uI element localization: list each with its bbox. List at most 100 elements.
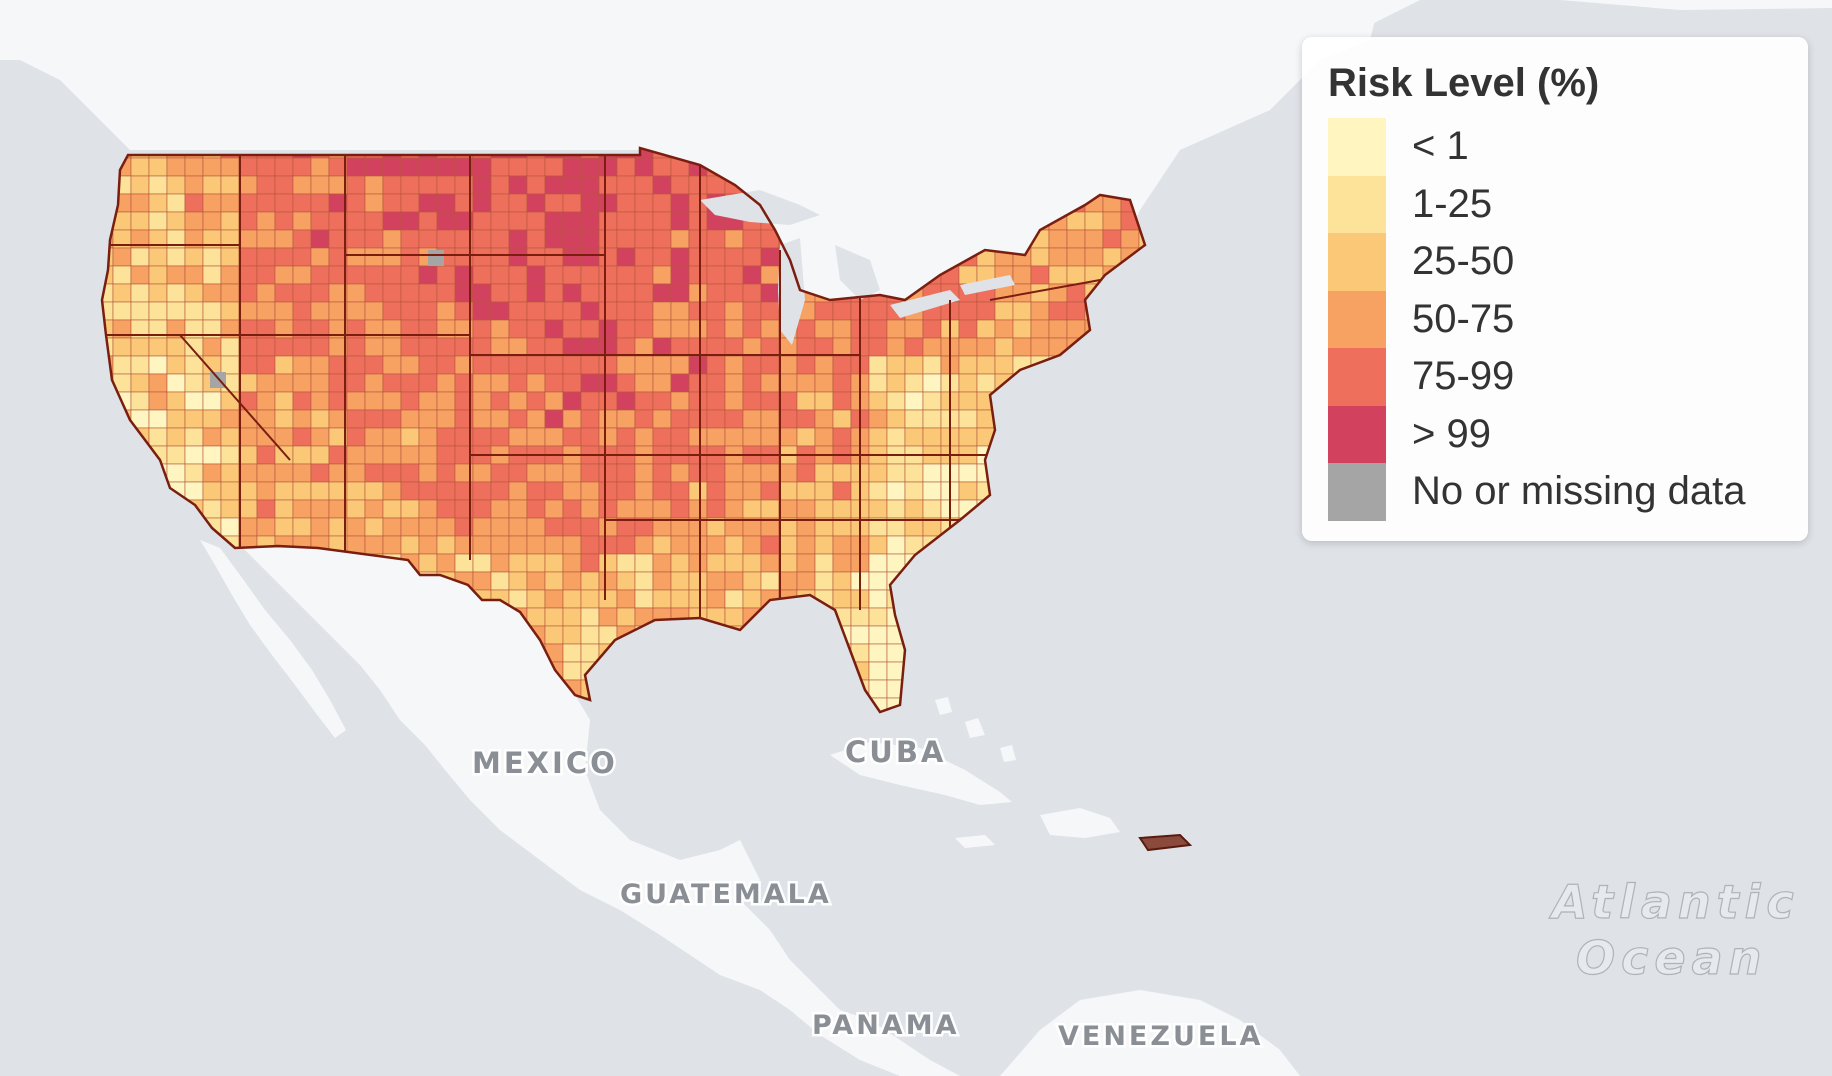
county-cell xyxy=(220,391,240,411)
county-cell xyxy=(958,409,978,429)
county-cell xyxy=(742,409,762,429)
county-cell xyxy=(382,157,402,177)
county-cell xyxy=(418,355,438,375)
county-cell xyxy=(616,571,636,591)
county-cell xyxy=(814,337,834,357)
county-cell xyxy=(382,265,402,285)
county-cell xyxy=(526,481,546,501)
county-cell xyxy=(274,445,294,465)
county-cell xyxy=(652,463,672,483)
county-cell xyxy=(508,535,528,555)
county-cell xyxy=(256,427,276,447)
county-cell xyxy=(382,445,402,465)
legend-row: 1-25 xyxy=(1328,175,1782,233)
county-cell xyxy=(148,175,168,195)
county-cell xyxy=(742,229,762,249)
county-cell xyxy=(976,355,996,375)
county-cell xyxy=(490,283,510,303)
county-cell xyxy=(472,265,492,285)
county-cell xyxy=(130,355,150,375)
county-cell xyxy=(580,229,600,249)
county-cell xyxy=(706,373,726,393)
county-cell xyxy=(958,481,978,501)
county-cell xyxy=(238,499,258,519)
county-cell xyxy=(220,175,240,195)
county-cell xyxy=(814,427,834,447)
county-cell xyxy=(796,355,816,375)
county-cell xyxy=(490,463,510,483)
county-cell xyxy=(670,229,690,249)
county-cell xyxy=(490,265,510,285)
county-cell xyxy=(1102,247,1122,267)
county-cell xyxy=(580,571,600,591)
county-cell xyxy=(382,391,402,411)
county-cell xyxy=(562,301,582,321)
county-cell xyxy=(364,337,384,357)
county-cell xyxy=(166,427,186,447)
county-cell xyxy=(832,355,852,375)
county-cell xyxy=(760,391,780,411)
county-cell xyxy=(400,517,420,537)
county-cell xyxy=(742,301,762,321)
county-cell xyxy=(508,337,528,357)
county-cell xyxy=(598,193,618,213)
county-cell xyxy=(256,463,276,483)
county-cell xyxy=(364,211,384,231)
county-cell xyxy=(904,355,924,375)
county-cell xyxy=(562,535,582,555)
county-cell xyxy=(508,247,528,267)
county-cell xyxy=(616,247,636,267)
county-cell xyxy=(526,301,546,321)
county-cell xyxy=(868,373,888,393)
county-cell xyxy=(580,517,600,537)
county-cell xyxy=(436,517,456,537)
county-cell xyxy=(526,319,546,339)
county-cell xyxy=(148,247,168,267)
county-cell xyxy=(274,229,294,249)
county-cell xyxy=(382,355,402,375)
county-cell xyxy=(220,409,240,429)
county-cell xyxy=(634,193,654,213)
county-cell xyxy=(490,175,510,195)
county-cell xyxy=(616,427,636,447)
county-cell xyxy=(526,571,546,591)
county-cell xyxy=(472,337,492,357)
county-cell xyxy=(814,499,834,519)
county-cell xyxy=(742,373,762,393)
county-cell xyxy=(814,553,834,573)
county-cell xyxy=(922,499,942,519)
county-cell xyxy=(868,643,888,663)
county-cell xyxy=(274,427,294,447)
county-cell xyxy=(346,499,366,519)
county-cell xyxy=(166,265,186,285)
county-cell xyxy=(382,229,402,249)
county-cell xyxy=(238,175,258,195)
county-cell xyxy=(976,319,996,339)
county-cell xyxy=(544,265,564,285)
county-cell xyxy=(310,481,330,501)
county-cell xyxy=(580,499,600,519)
county-cell xyxy=(382,517,402,537)
county-cell xyxy=(436,535,456,555)
county-cell xyxy=(274,373,294,393)
county-cell xyxy=(616,481,636,501)
county-cell xyxy=(490,301,510,321)
county-cell xyxy=(634,409,654,429)
us-choropleth[interactable] xyxy=(95,140,1157,734)
county-cell xyxy=(382,337,402,357)
county-cell xyxy=(598,481,618,501)
county-cell xyxy=(436,355,456,375)
county-cell xyxy=(562,283,582,303)
county-cell xyxy=(436,211,456,231)
county-cell xyxy=(868,319,888,339)
county-cell xyxy=(472,463,492,483)
hispaniola-island xyxy=(1040,808,1120,838)
county-cell xyxy=(490,409,510,429)
legend-title: Risk Level (%) xyxy=(1328,61,1600,105)
county-cell xyxy=(868,661,888,681)
county-cell xyxy=(130,247,150,267)
county-cell xyxy=(634,265,654,285)
county-cell xyxy=(238,265,258,285)
county-cell xyxy=(544,409,564,429)
county-cell xyxy=(652,535,672,555)
